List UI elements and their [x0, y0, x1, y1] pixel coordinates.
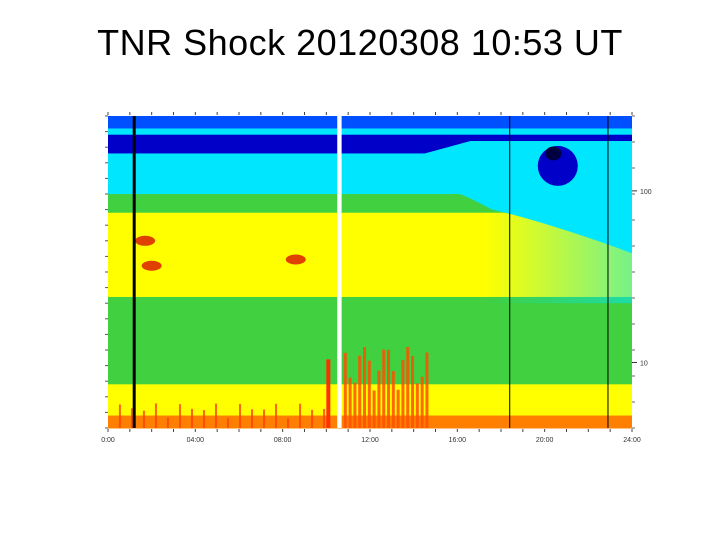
burst-column	[343, 352, 347, 428]
burst-column	[411, 356, 415, 428]
x-tick-label: 20:00	[536, 437, 554, 444]
burst-column	[391, 371, 395, 428]
data-gap	[337, 116, 342, 428]
burst-column	[377, 370, 381, 428]
burst-column	[130, 408, 133, 428]
x-tick-label: 24:00	[623, 437, 641, 444]
burst-column	[178, 404, 181, 428]
burst-column	[226, 418, 229, 428]
burst-column	[311, 409, 314, 428]
burst-column	[363, 347, 367, 428]
burst-column	[275, 403, 278, 428]
burst-column	[401, 360, 405, 428]
burst-column	[287, 418, 290, 428]
burst-column	[166, 417, 169, 428]
spectrogram-band-1	[108, 128, 632, 136]
burst-column	[415, 383, 419, 428]
burst-column	[299, 403, 302, 428]
burst-column	[372, 390, 376, 428]
burst-column	[251, 409, 254, 428]
cyan-fade	[108, 194, 632, 304]
x-tick-label: 04:00	[187, 437, 205, 444]
x-tick-label: 16:00	[449, 437, 467, 444]
burst-column	[353, 382, 357, 428]
burst-column	[154, 403, 157, 428]
y-tick-label: 100	[640, 189, 652, 196]
chart-title: TNR Shock 20120308 10:53 UT	[97, 22, 623, 63]
burst-column	[263, 409, 266, 428]
burst-column	[142, 410, 145, 428]
burst-column	[323, 409, 326, 428]
burst-column	[348, 377, 352, 428]
burst-column	[358, 355, 362, 428]
burst-column	[367, 360, 371, 428]
burst-column	[387, 349, 391, 428]
burst-column	[202, 410, 205, 428]
x-tick-label: 08:00	[274, 437, 292, 444]
burst-column	[326, 359, 331, 428]
y-tick-label: 10	[640, 360, 648, 367]
x-tick-label: 0:00	[101, 437, 115, 444]
spectrogram-band-0	[108, 116, 632, 129]
burst-column	[382, 349, 386, 428]
burst-column	[239, 403, 241, 428]
burst-column	[406, 346, 410, 428]
x-tick-label: 12:00	[361, 437, 379, 444]
burst-column	[190, 408, 193, 428]
burst-column	[420, 376, 424, 428]
burst-column	[396, 389, 400, 428]
burst-column	[214, 403, 217, 428]
dark-core-region	[545, 146, 562, 161]
burst-column	[118, 404, 121, 428]
burst-column	[425, 352, 429, 428]
